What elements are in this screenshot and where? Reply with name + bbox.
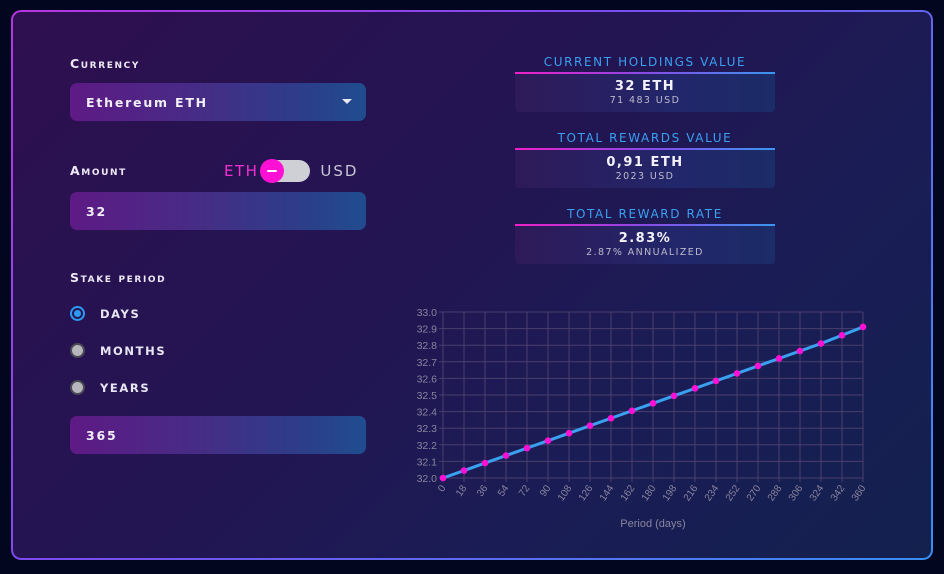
stat-current-holdings: CURRENT HOLDINGS VALUE 32 ETH 71 483 USD [515,52,775,112]
data-point [460,467,468,474]
data-point [523,444,531,452]
radio-years-label: YEARS [100,380,151,395]
data-point [544,437,552,444]
stat-box: 2.83% 2.87% ANNUALIZED [515,226,775,264]
x-tick-label: 198 [661,483,680,503]
stat-divider [515,148,775,150]
caret-down-icon [342,99,352,104]
x-tick-label: 18 [454,483,470,499]
stat-title: TOTAL REWARDS VALUE [557,131,733,145]
radio-selected-icon[interactable] [70,306,85,321]
stat-main-value: 0,91 ETH [606,155,684,170]
data-point [712,377,720,385]
data-point [439,474,447,482]
amount-value: 32 [86,203,107,219]
data-point [607,414,615,422]
stat-title: TOTAL REWARD RATE [567,207,723,221]
y-tick-label: 32.1 [417,456,438,468]
x-tick-label: 270 [745,483,764,503]
x-tick-label: 144 [598,483,617,503]
x-tick-label: 216 [682,483,701,503]
stat-divider [515,72,775,74]
stat-sub-value: 2.87% ANNUALIZED [586,247,704,258]
stat-main-value: 2.83% [618,231,672,246]
x-tick-label: 342 [829,483,848,503]
stat-main-value: 32 ETH [614,79,676,94]
data-point [670,392,678,400]
radio-months-label: MONTHS [100,343,167,358]
y-tick-label: 32.4 [417,407,438,419]
toggle-knob-minus-icon [260,159,285,183]
data-point [586,422,594,430]
radio-days-label: DAYS [100,306,141,321]
data-point [796,347,804,355]
radio-years[interactable]: YEARS [70,380,150,395]
x-tick-label: 90 [538,483,554,499]
period-input[interactable]: 365 [70,416,366,454]
x-tick-label: 0 [436,483,448,494]
stat-sub-value: 2023 USD [615,171,675,182]
data-point [691,385,699,392]
y-tick-label: 33.0 [417,307,438,319]
y-tick-label: 32.0 [417,473,438,485]
amount-input[interactable]: 32 [70,192,366,230]
radio-unselected-icon[interactable] [70,380,85,395]
x-axis-label: Period (days) [620,518,685,530]
stat-title: CURRENT HOLDINGS VALUE [543,55,747,69]
data-point [817,340,825,347]
data-point [628,407,636,415]
holdings-line-chart: 32.0 32.1 32.2 32.3 32.4 32.5 32.6 32.7 32.8 32.9… [417,307,869,530]
x-tick-label: 162 [619,483,638,503]
x-tick-label: 234 [703,483,722,503]
data-point [754,362,762,370]
x-tick-label: 324 [808,483,827,503]
toggle-usd-label: USD [320,162,359,180]
currency-value: Ethereum ETH [86,94,208,110]
y-tick-label: 32.8 [417,340,438,352]
period-value: 365 [86,427,118,443]
stat-total-rewards: TOTAL REWARDS VALUE 0,91 ETH 2023 USD [515,128,775,188]
y-tick-label: 32.2 [417,440,438,452]
x-tick-label: 126 [577,483,596,503]
radio-unselected-icon[interactable] [70,343,85,358]
radio-days[interactable]: DAYS [70,306,140,321]
x-tick-label: 36 [475,483,491,499]
data-point [502,452,510,459]
stat-box: 0,91 ETH 2023 USD [515,150,775,188]
stat-divider [515,224,775,226]
x-tick-label: 54 [496,483,512,499]
stat-box: 32 ETH 71 483 USD [515,74,775,112]
currency-label: Currency [70,56,140,71]
x-tick-label: 72 [517,483,533,499]
data-point [838,331,846,339]
x-tick-label: 288 [766,483,785,503]
data-point [859,323,867,331]
x-tick-label: 108 [556,483,575,503]
x-tick-label: 306 [787,483,806,503]
x-tick-label: 360 [850,483,869,503]
stat-reward-rate: TOTAL REWARD RATE 2.83% 2.87% ANNUALIZED [515,204,775,264]
toggle-eth-label: ETH [224,162,259,180]
radio-months[interactable]: MONTHS [70,343,166,358]
stat-sub-value: 71 483 USD [609,95,681,106]
amount-label: Amount [70,163,127,178]
toggle-switch[interactable] [260,159,311,183]
data-point [733,370,741,377]
data-point [481,459,489,467]
y-tick-label: 32.9 [417,324,438,336]
x-tick-label: 180 [640,483,659,503]
y-tick-label: 32.5 [417,390,438,402]
y-tick-label: 32.6 [417,373,438,385]
data-point [565,429,573,437]
data-point [649,400,657,407]
currency-select[interactable]: Ethereum ETH [70,83,366,121]
stake-period-label: Stake period [70,270,167,285]
y-tick-label: 32.3 [417,423,438,435]
data-point [775,355,783,362]
x-tick-label: 252 [724,483,743,503]
currency-toggle[interactable]: ETH USD [224,159,359,183]
y-tick-label: 32.7 [417,357,438,369]
